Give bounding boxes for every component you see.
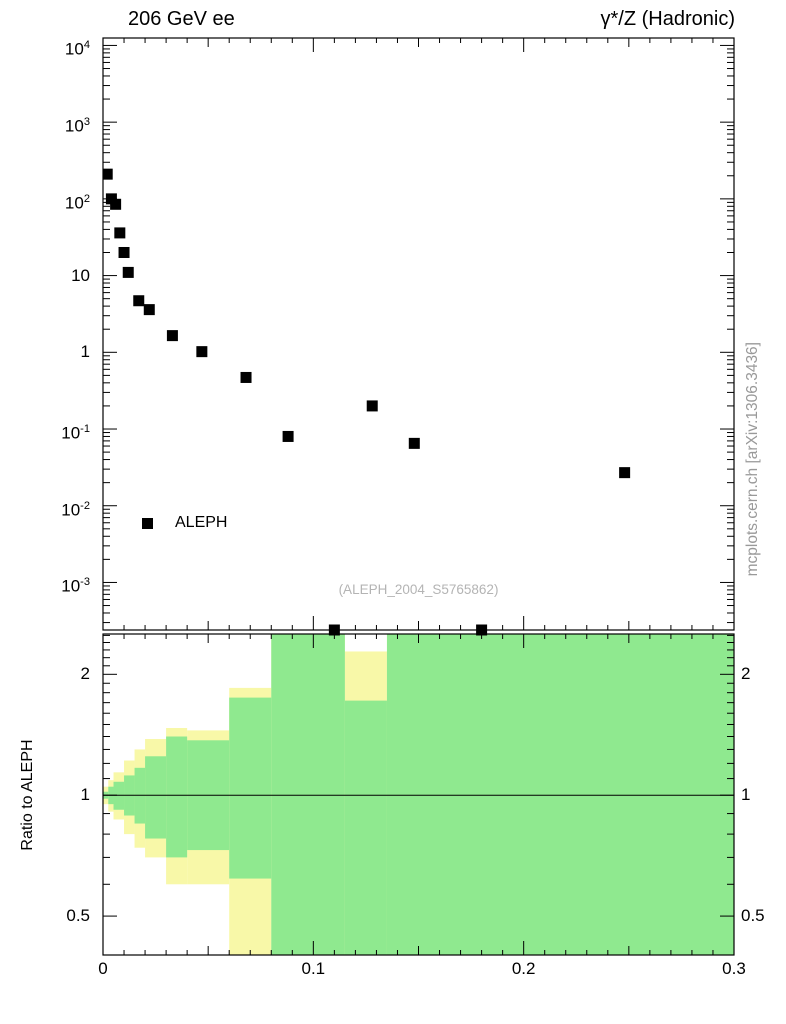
- main-panel-frame: [102, 37, 735, 631]
- data-point-marker: [103, 168, 113, 180]
- data-point-marker: [408, 437, 420, 449]
- data-point-marker: [118, 246, 130, 258]
- legend: ALEPH: [142, 514, 227, 532]
- data-point-marker: [196, 346, 208, 358]
- mcplots-arxiv-note: mcplots.cern.ch [arXiv:1306.3436]: [744, 342, 761, 577]
- ratio-axis-label: Ratio to ALEPH: [19, 739, 36, 851]
- data-point-marker: [114, 227, 126, 239]
- data-point-marker: [122, 266, 134, 278]
- data-points-group: [103, 168, 631, 636]
- uncertainty-band-inner: [229, 697, 272, 879]
- plot-title-left: 206 GeV ee: [128, 8, 235, 30]
- legend-marker-square: [142, 517, 153, 529]
- data-point-marker: [143, 304, 155, 316]
- plot-title-right: γ*/Z (Hadronic): [600, 8, 735, 30]
- uncertainty-band-inner: [344, 700, 387, 955]
- analysis-watermark: (ALEPH_2004_S5765862): [338, 582, 499, 597]
- uncertainty-band-inner: [386, 634, 734, 955]
- uncertainty-band-inner: [113, 781, 125, 810]
- data-point-marker: [110, 198, 122, 210]
- data-point-marker: [240, 371, 252, 383]
- data-point-marker: [166, 330, 178, 342]
- data-point-marker: [328, 624, 340, 636]
- data-point-marker: [476, 624, 488, 636]
- uncertainty-band-inner: [166, 736, 188, 858]
- data-point-marker: [282, 430, 294, 442]
- data-point-marker: [366, 400, 378, 412]
- uncertainty-band-inner: [271, 634, 345, 955]
- legend-label: ALEPH: [175, 514, 228, 531]
- uncertainty-band-inner: [145, 756, 167, 839]
- data-point-marker: [133, 295, 145, 307]
- data-point-marker: [619, 467, 631, 479]
